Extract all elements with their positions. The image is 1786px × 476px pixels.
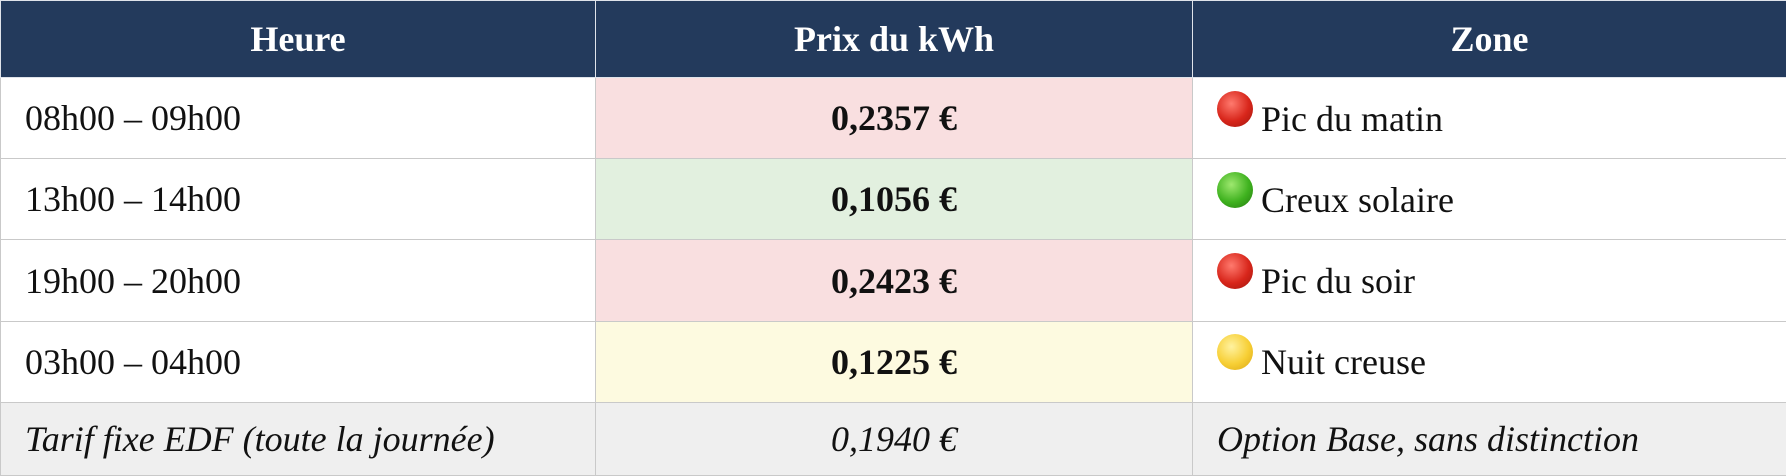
row: 03h00 – 04h00 0,1225 € Nuit creuse: [0, 320, 1786, 403]
time-cell: 08h00 – 09h00: [0, 76, 596, 160]
header-cell: Heure: [0, 0, 596, 78]
zone-cell: Pic du matin: [1192, 76, 1786, 160]
footer-cell: Tarif fixe EDF (toute la journée): [0, 401, 596, 476]
zone-cell: Creux solaire: [1192, 158, 1786, 241]
price-cell: 0,2357 €: [595, 76, 1193, 160]
row: 08h00 – 09h00 0,2357 € Pic du matin: [0, 76, 1786, 160]
table-body: 08h00 – 09h00 0,2357 € Pic du matin 13h0…: [0, 76, 1786, 476]
zone-icon: [1217, 334, 1253, 371]
price-cell: 0,1056 €: [595, 158, 1193, 241]
zone-cell: Nuit creuse: [1192, 320, 1786, 403]
header-cell: Prix du kWh: [595, 0, 1193, 78]
zone-icon: [1217, 253, 1253, 289]
price-cell: 0,1225 €: [595, 320, 1193, 403]
header-cell: Zone: [1192, 0, 1786, 78]
footer-row: Tarif fixe EDF (toute la journée) 0,1940…: [0, 401, 1786, 476]
price-cell: 0,2423 €: [595, 239, 1193, 322]
zone-cell: Pic du soir: [1192, 239, 1786, 322]
time-cell: 19h00 – 20h00: [0, 239, 596, 322]
zone-label: Pic du matin: [1261, 98, 1443, 139]
zone-label: Creux solaire: [1261, 179, 1454, 220]
footer-cell: Option Base, sans distinction: [1192, 401, 1786, 476]
zone-label: Nuit creuse: [1261, 342, 1426, 383]
time-cell: 03h00 – 04h00: [0, 320, 596, 403]
row: 13h00 – 14h00 0,1056 € Creux solaire: [0, 158, 1786, 241]
footer-cell: 0,1940 €: [595, 401, 1193, 476]
time-cell: 13h00 – 14h00: [0, 158, 596, 241]
zone-label: Pic du soir: [1261, 261, 1416, 301]
zone-icon: [1217, 171, 1253, 208]
row: 19h00 – 20h00 0,2423 € Pic du soir: [0, 239, 1786, 322]
header-row: Heure Prix du kWh Zone: [0, 0, 1786, 78]
zone-icon: [1217, 90, 1253, 127]
table-header: Heure Prix du kWh Zone: [0, 0, 1786, 78]
